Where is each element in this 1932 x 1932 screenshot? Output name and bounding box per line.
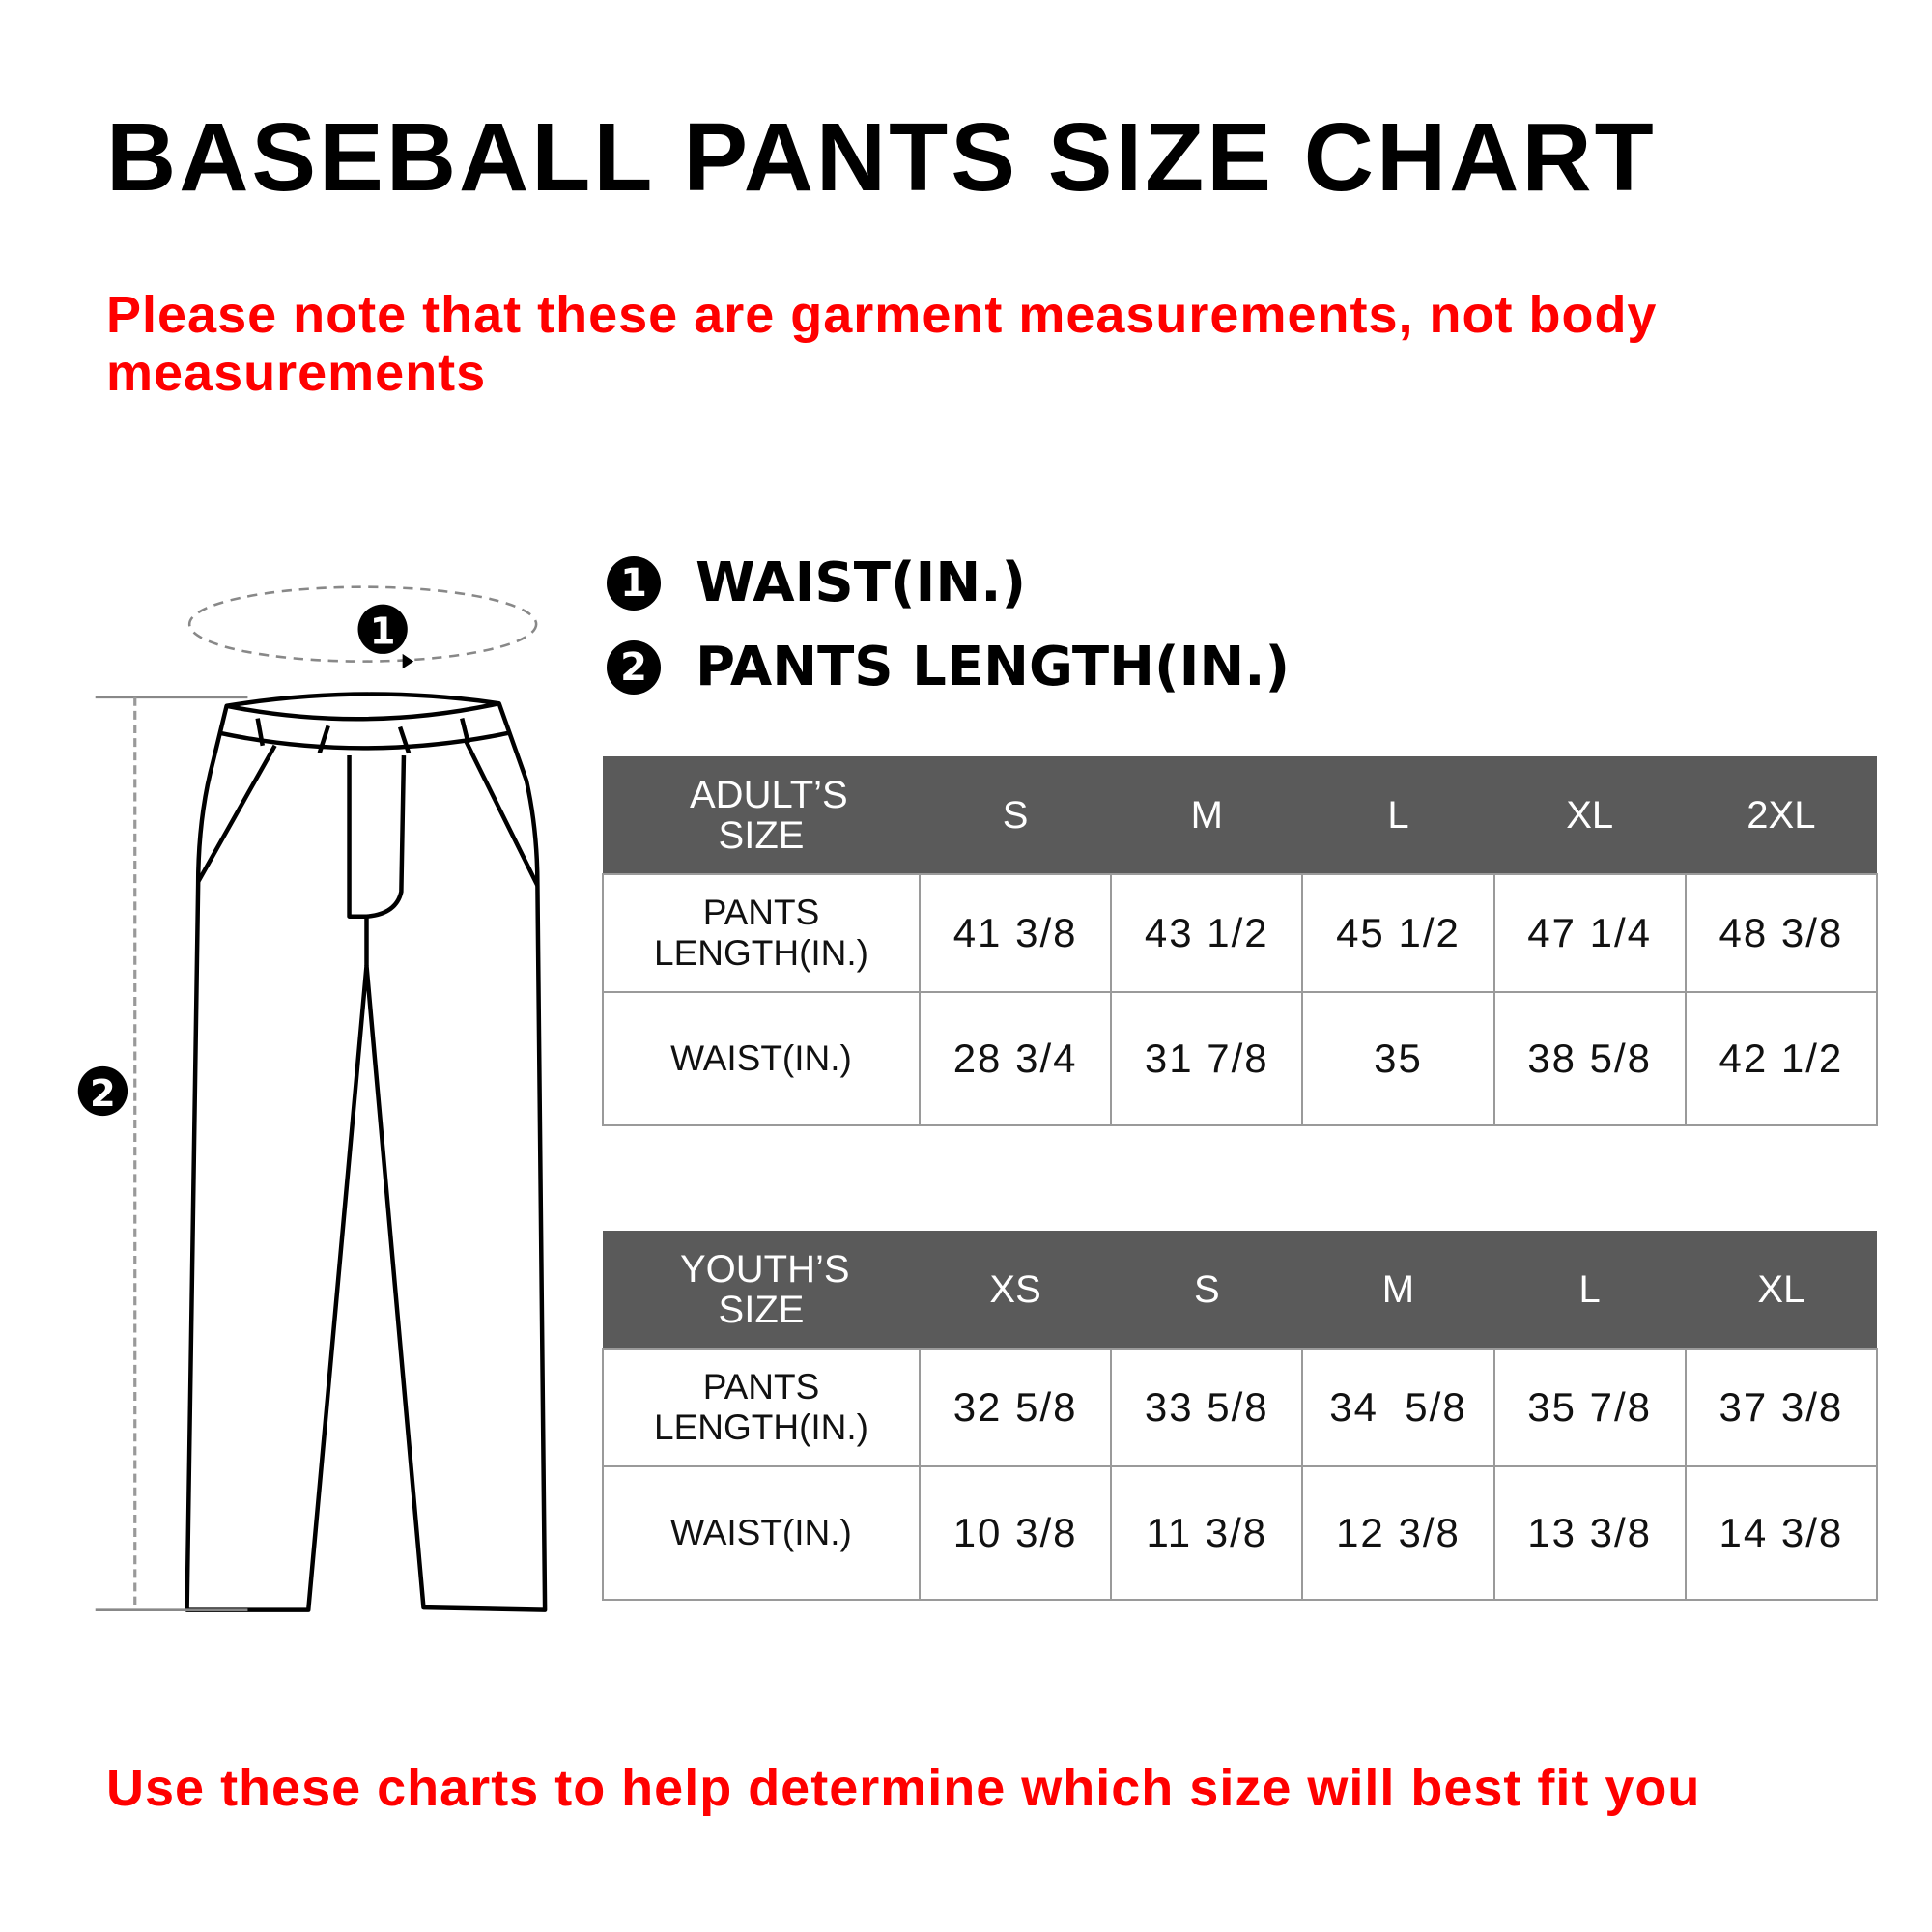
length-marker-text: 2 xyxy=(90,1072,116,1116)
table-header-row: ADULT’S SIZE S M L XL 2XL xyxy=(603,756,1877,874)
header-cell: M xyxy=(1302,1231,1494,1349)
table-cell: 42 1/2 xyxy=(1684,991,1879,1126)
pants-outline-icon xyxy=(185,692,548,1612)
table-cell: 37 3/8 xyxy=(1684,1348,1879,1467)
table-cell: 34 5/8 xyxy=(1301,1348,1495,1467)
table-cell: 35 7/8 xyxy=(1492,1348,1687,1467)
table-cell: 35 xyxy=(1301,991,1495,1126)
legend-label: PANTS LENGTH(IN.) xyxy=(696,636,1291,698)
header-cell: XL xyxy=(1493,756,1686,874)
table-row: WAIST(IN.) 10 3/8 11 3/8 12 3/8 13 3/8 1… xyxy=(602,1465,1879,1601)
waist-marker-icon xyxy=(357,604,408,654)
table-cell: 43 1/2 xyxy=(1110,873,1304,993)
legend-waist: 1 WAIST(IN.) xyxy=(607,552,1026,614)
footer-note: Use these charts to help determine which… xyxy=(106,1759,1701,1817)
table-row: PANTS LENGTH(IN.) 32 5/8 33 5/8 34 5/8 3… xyxy=(602,1348,1879,1467)
table-cell: 14 3/8 xyxy=(1684,1465,1879,1601)
header-cell: L xyxy=(1493,1231,1686,1349)
header-cell: YOUTH’S SIZE xyxy=(603,1231,920,1349)
table-cell: 11 3/8 xyxy=(1110,1465,1304,1601)
row-label: WAIST(IN.) xyxy=(602,1465,921,1601)
table-cell: 45 1/2 xyxy=(1301,873,1495,993)
header-cell: L xyxy=(1302,756,1494,874)
table-cell: 41 3/8 xyxy=(918,873,1113,993)
number-2-icon: 2 xyxy=(607,639,661,695)
header-cell: S xyxy=(1111,1231,1303,1349)
table-cell: 33 5/8 xyxy=(1110,1348,1304,1467)
row-label: PANTS LENGTH(IN.) xyxy=(602,1348,921,1467)
waist-marker-text: 1 xyxy=(370,611,396,654)
header-cell: 2XL xyxy=(1685,756,1877,874)
table-cell: 10 3/8 xyxy=(918,1465,1113,1601)
row-label: PANTS LENGTH(IN.) xyxy=(602,873,921,993)
header-cell: S xyxy=(920,756,1112,874)
header-cell: ADULT’S SIZE xyxy=(603,756,920,874)
table-header-row: YOUTH’S SIZE XS S M L XL xyxy=(603,1231,1877,1349)
youth-size-table: YOUTH’S SIZE XS S M L XL PANTS LENGTH(IN… xyxy=(602,1231,1879,1601)
table-cell: 32 5/8 xyxy=(918,1348,1113,1467)
legend-label: WAIST(IN.) xyxy=(696,552,1027,614)
header-cell: XL xyxy=(1685,1231,1877,1349)
header-cell: XS xyxy=(920,1231,1112,1349)
length-marker-icon xyxy=(77,1065,128,1117)
table-cell: 12 3/8 xyxy=(1301,1465,1495,1601)
adult-size-table: ADULT’S SIZE S M L XL 2XL PANTS LENGTH(I… xyxy=(602,756,1879,1126)
legend-length: 2 PANTS LENGTH(IN.) xyxy=(607,636,1290,698)
table-row: WAIST(IN.) 28 3/4 31 7/8 35 38 5/8 42 1/… xyxy=(602,991,1879,1126)
table-cell: 13 3/8 xyxy=(1492,1465,1687,1601)
table-row: PANTS LENGTH(IN.) 41 3/8 43 1/2 45 1/2 4… xyxy=(602,873,1879,993)
table-cell: 38 5/8 xyxy=(1492,991,1687,1126)
row-label: WAIST(IN.) xyxy=(602,991,921,1126)
header-cell: M xyxy=(1111,756,1303,874)
number-1-icon: 1 xyxy=(607,555,661,611)
table-cell: 28 3/4 xyxy=(918,991,1113,1126)
table-cell: 31 7/8 xyxy=(1110,991,1304,1126)
table-cell: 48 3/8 xyxy=(1684,873,1879,993)
arrow-icon xyxy=(402,653,414,669)
garment-note: Please note that these are garment measu… xyxy=(106,286,1658,402)
table-cell: 47 1/4 xyxy=(1492,873,1687,993)
waist-dashed-ellipse xyxy=(187,585,538,663)
page-title: BASEBALL PANTS SIZE CHART xyxy=(106,103,1657,212)
